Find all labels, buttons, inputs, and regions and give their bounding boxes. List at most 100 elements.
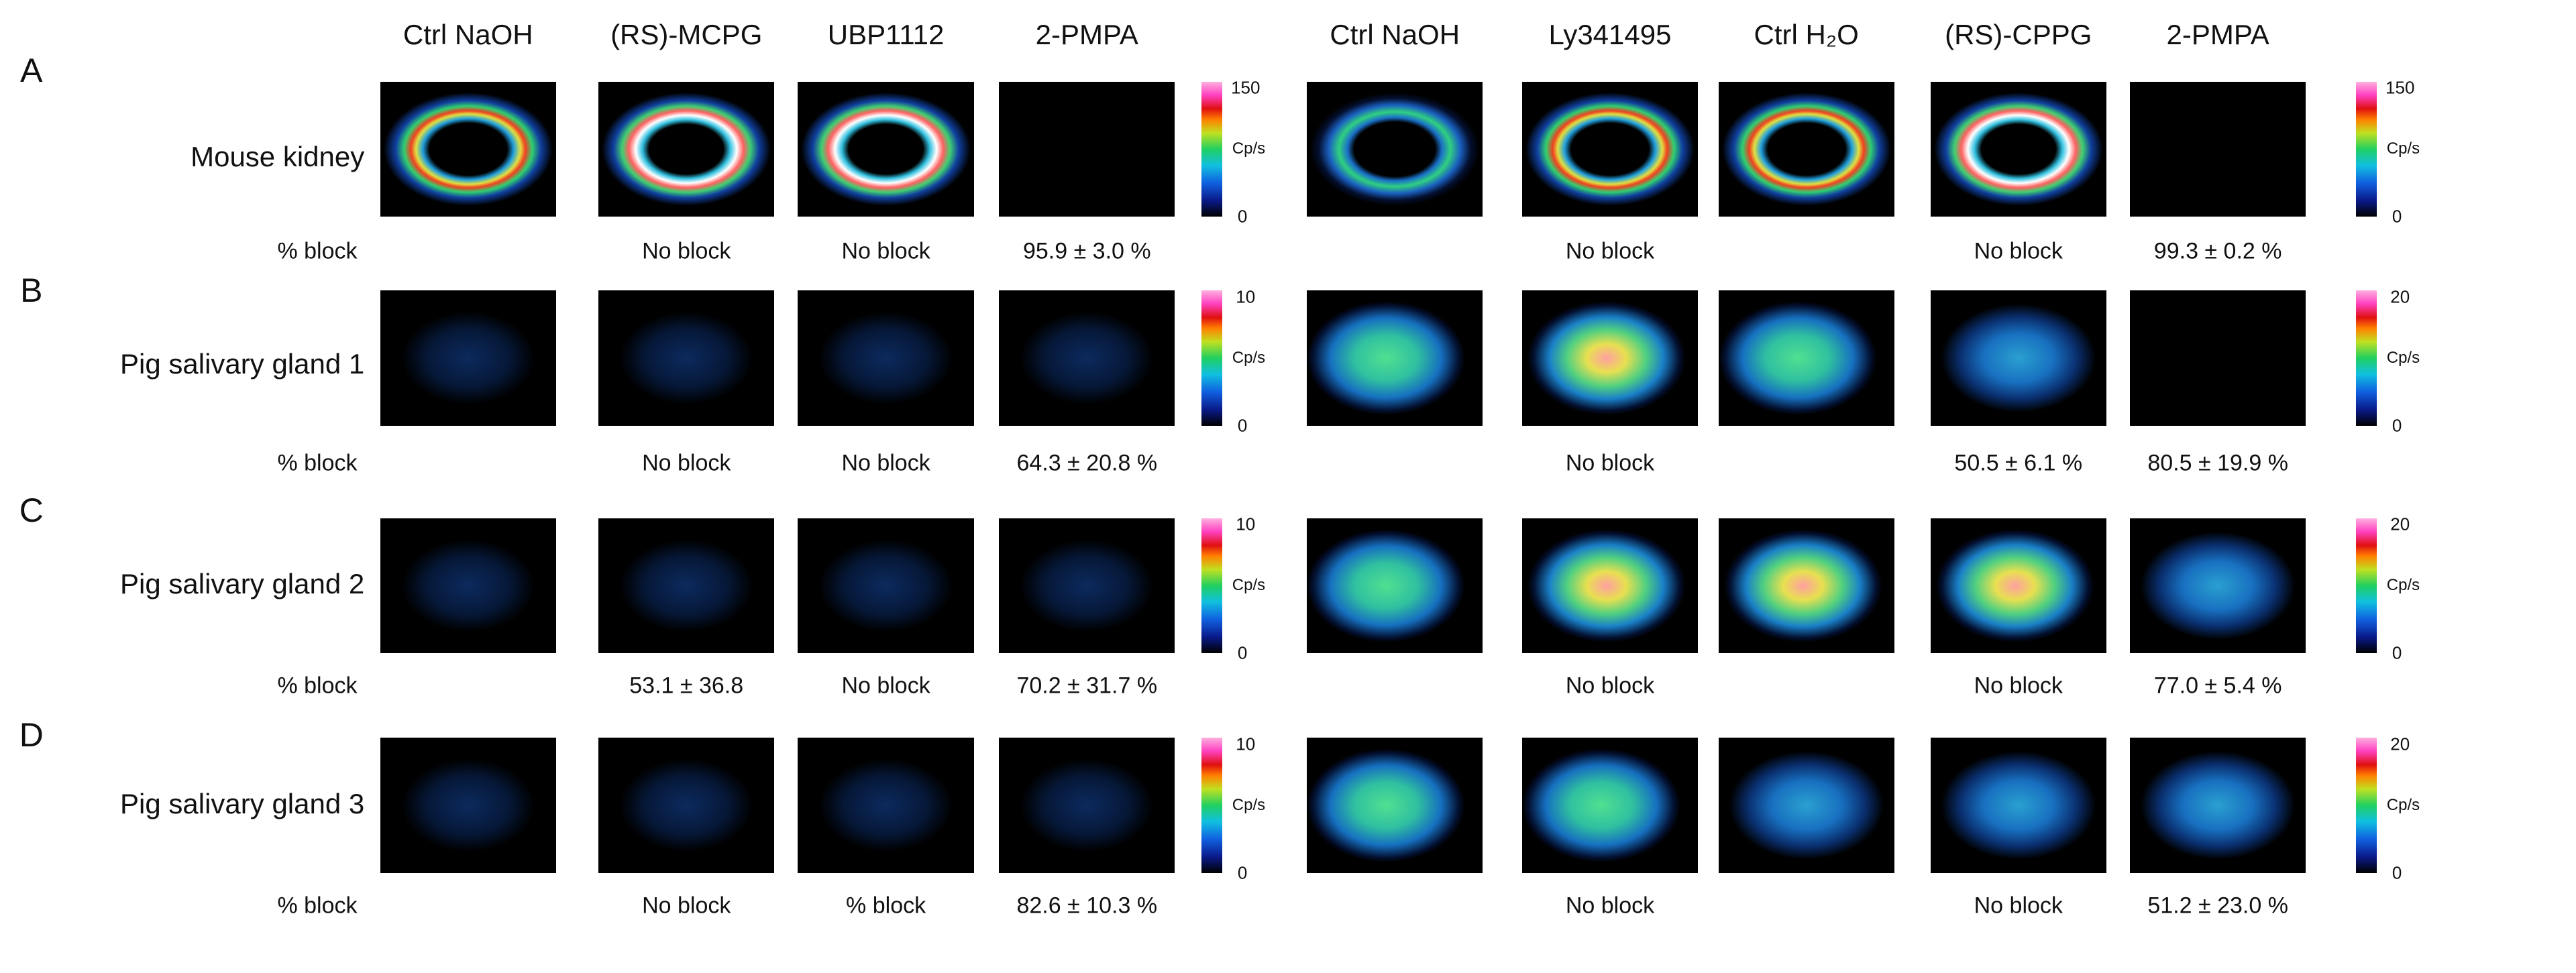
colorbar-unit: Cp/s — [1232, 796, 1266, 815]
autoradiograph — [798, 81, 974, 217]
autoradiograph — [1521, 81, 1699, 217]
autoradiograph — [798, 738, 974, 873]
autoradiograph — [1930, 518, 2106, 654]
block-value: 99.3 ± 0.2 % — [2153, 238, 2282, 264]
autoradiograph — [1930, 738, 2106, 873]
autoradiograph — [1718, 738, 1894, 873]
colorbar — [2356, 518, 2377, 654]
colorbar — [2356, 738, 2377, 873]
autoradiograph — [598, 290, 775, 426]
colorbar — [1201, 738, 1222, 873]
colorbar-max: 10 — [1236, 514, 1256, 534]
autoradiograph — [380, 518, 556, 654]
block-label: % block — [277, 673, 358, 699]
colorbar-unit: Cp/s — [2386, 576, 2420, 595]
block-value: 50.5 ± 6.1 % — [1954, 450, 2083, 476]
colorbar — [2356, 290, 2377, 426]
colorbar-max: 10 — [1236, 286, 1256, 307]
column-header: (RS)-MCPG — [610, 18, 763, 50]
row-label: Pig salivary gland 3 — [120, 787, 365, 819]
block-value: 64.3 ± 20.8 % — [1016, 450, 1158, 476]
block-value: No block — [642, 238, 731, 264]
autoradiograph — [1718, 81, 1894, 217]
colorbar-unit: Cp/s — [2386, 348, 2420, 367]
colorbar-unit: Cp/s — [2386, 796, 2420, 815]
column-header: 2-PMPA — [1035, 18, 1138, 50]
colorbar-max: 20 — [2390, 734, 2410, 754]
block-value: % block — [846, 893, 926, 919]
colorbar-max: 20 — [2390, 514, 2410, 534]
block-label: % block — [277, 893, 358, 919]
autoradiograph — [1718, 518, 1894, 654]
block-value: No block — [1974, 238, 2063, 264]
colorbar-unit: Cp/s — [1232, 139, 1266, 158]
autoradiograph — [380, 738, 556, 873]
colorbar-min: 0 — [1237, 206, 1248, 227]
autoradiograph — [598, 81, 775, 217]
panel-letter: D — [19, 716, 44, 754]
autoradiograph — [598, 738, 775, 873]
colorbar-min: 0 — [1237, 862, 1248, 883]
autoradiograph — [798, 290, 974, 426]
colorbar-unit: Cp/s — [2386, 139, 2420, 158]
colorbar-max: 150 — [1231, 77, 1260, 98]
autoradiograph — [1930, 290, 2106, 426]
autoradiograph — [999, 738, 1175, 873]
autoradiograph — [1307, 518, 1483, 654]
autoradiograph — [380, 81, 556, 217]
block-value: 95.9 ± 3.0 % — [1022, 238, 1151, 264]
block-value: 53.1 ± 36.8 — [629, 673, 744, 699]
column-header: Ly341495 — [1548, 18, 1672, 50]
block-value: No block — [841, 450, 930, 476]
colorbar — [1201, 518, 1222, 654]
block-value: No block — [642, 450, 731, 476]
panel-letter: B — [20, 272, 43, 310]
column-header: Ctrl NaOH — [402, 18, 533, 50]
panel-letter: A — [20, 52, 43, 90]
autoradiograph — [1307, 81, 1483, 217]
autoradiograph — [999, 290, 1175, 426]
colorbar-min: 0 — [2392, 642, 2402, 663]
block-label: % block — [277, 450, 358, 476]
column-header: UBP1112 — [827, 18, 945, 50]
colorbar-min: 0 — [2392, 415, 2402, 436]
block-value: No block — [1974, 893, 2063, 919]
block-value: No block — [1974, 673, 2063, 699]
colorbar-unit: Cp/s — [1232, 576, 1266, 595]
autoradiograph — [1307, 290, 1483, 426]
autoradiograph — [1307, 738, 1483, 873]
row-label: Pig salivary gland 2 — [120, 568, 365, 600]
colorbar — [1201, 290, 1222, 426]
autoradiograph — [2130, 738, 2306, 873]
block-value: No block — [1565, 450, 1655, 476]
colorbar-min: 0 — [2392, 862, 2402, 883]
colorbar-max: 20 — [2390, 286, 2410, 307]
block-value: 70.2 ± 31.7 % — [1016, 673, 1158, 699]
colorbar-unit: Cp/s — [1232, 348, 1266, 367]
block-value: No block — [1565, 238, 1655, 264]
colorbar-max: 150 — [2385, 77, 2415, 98]
block-value: 82.6 ± 10.3 % — [1016, 893, 1158, 919]
colorbar-min: 0 — [2392, 206, 2402, 227]
row-label: Mouse kidney — [191, 141, 365, 173]
autoradiograph — [1718, 290, 1894, 426]
block-value: 51.2 ± 23.0 % — [2147, 893, 2288, 919]
block-value: No block — [642, 893, 731, 919]
colorbar-max: 10 — [1236, 734, 1256, 754]
block-value: No block — [841, 238, 930, 264]
block-value: 80.5 ± 19.9 % — [2147, 450, 2288, 476]
autoradiograph — [1521, 290, 1699, 426]
column-header: Ctrl H₂O — [1754, 18, 1859, 50]
column-header: 2-PMPA — [2166, 18, 2269, 50]
autoradiograph — [999, 81, 1175, 217]
autoradiograph — [798, 518, 974, 654]
panel-letter: C — [19, 491, 44, 529]
block-value: No block — [1565, 673, 1655, 699]
autoradiograph — [380, 290, 556, 426]
colorbar-min: 0 — [1237, 642, 1248, 663]
colorbar — [2356, 81, 2377, 217]
autoradiograph — [2130, 518, 2306, 654]
colorbar-min: 0 — [1237, 415, 1248, 436]
colorbar — [1201, 81, 1222, 217]
